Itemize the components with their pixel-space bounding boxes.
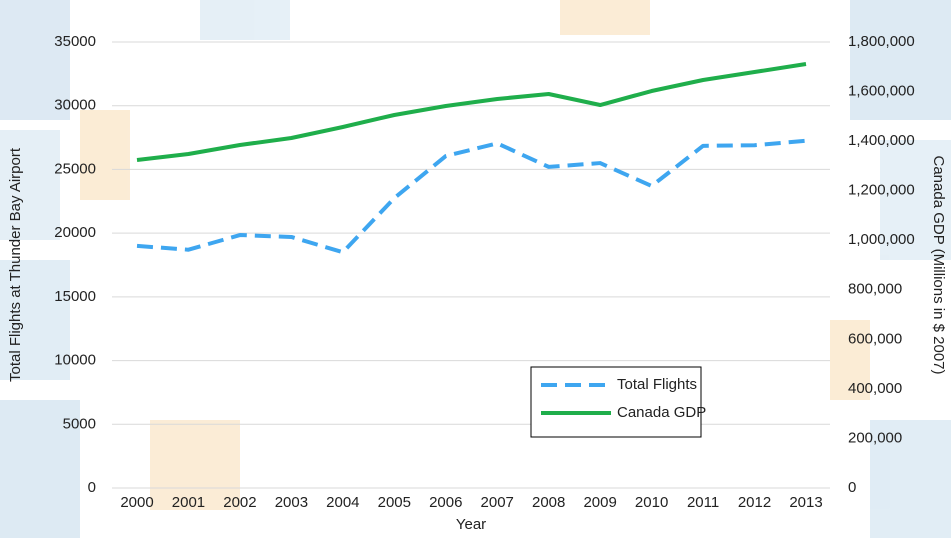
x-tick-label: 2005 bbox=[378, 494, 411, 511]
x-tick-label: 2007 bbox=[481, 494, 514, 511]
y2-tick-label: 1,400,000 bbox=[848, 132, 915, 149]
legend-box bbox=[530, 366, 702, 438]
y2-tick-label: 400,000 bbox=[848, 380, 902, 397]
x-axis-label: Year bbox=[456, 516, 486, 533]
y-tick-label: 5000 bbox=[63, 415, 96, 432]
y2-tick-label: 1,000,000 bbox=[848, 231, 915, 248]
y2-tick-label: 1,600,000 bbox=[848, 83, 915, 100]
y-axis-label: Total Flights at Thunder Bay Airport bbox=[7, 147, 24, 382]
x-tick-label: 2008 bbox=[532, 494, 565, 511]
x-tick-label: 2002 bbox=[223, 494, 256, 511]
y2-tick-label: 600,000 bbox=[848, 330, 902, 347]
x-tick-label: 2004 bbox=[326, 494, 359, 511]
x-tick-label: 2013 bbox=[789, 494, 822, 511]
y-tick-label: 30000 bbox=[54, 97, 96, 114]
x-tick-label: 2010 bbox=[635, 494, 668, 511]
x-tick-label: 2000 bbox=[120, 494, 153, 511]
y-tick-label: 10000 bbox=[54, 352, 96, 369]
y2-axis-label: Canada GDP (Millions in $ 2007) bbox=[930, 155, 947, 374]
y2-tick-label: 0 bbox=[848, 479, 856, 496]
x-tick-label: 2011 bbox=[687, 494, 719, 511]
y-tick-label: 15000 bbox=[54, 288, 96, 305]
y-tick-label: 0 bbox=[88, 479, 96, 496]
y2-tick-label: 200,000 bbox=[848, 429, 902, 446]
y2-tick-label: 1,800,000 bbox=[848, 33, 915, 50]
x-tick-label: 2012 bbox=[738, 494, 771, 511]
x-tick-label: 2006 bbox=[429, 494, 462, 511]
legend-label: Total Flights bbox=[617, 376, 697, 393]
y2-tick-label: 1,200,000 bbox=[848, 182, 915, 199]
x-tick-label: 2003 bbox=[275, 494, 308, 511]
x-tick-label: 2001 bbox=[172, 494, 205, 511]
y-tick-label: 25000 bbox=[54, 160, 96, 177]
y-tick-label: 35000 bbox=[54, 33, 96, 50]
y2-tick-label: 800,000 bbox=[848, 281, 902, 298]
y-tick-label: 20000 bbox=[54, 224, 96, 241]
x-tick-label: 2009 bbox=[583, 494, 616, 511]
line-series bbox=[136, 62, 807, 162]
legend-label: Canada GDP bbox=[617, 404, 706, 421]
line-series bbox=[136, 138, 807, 255]
